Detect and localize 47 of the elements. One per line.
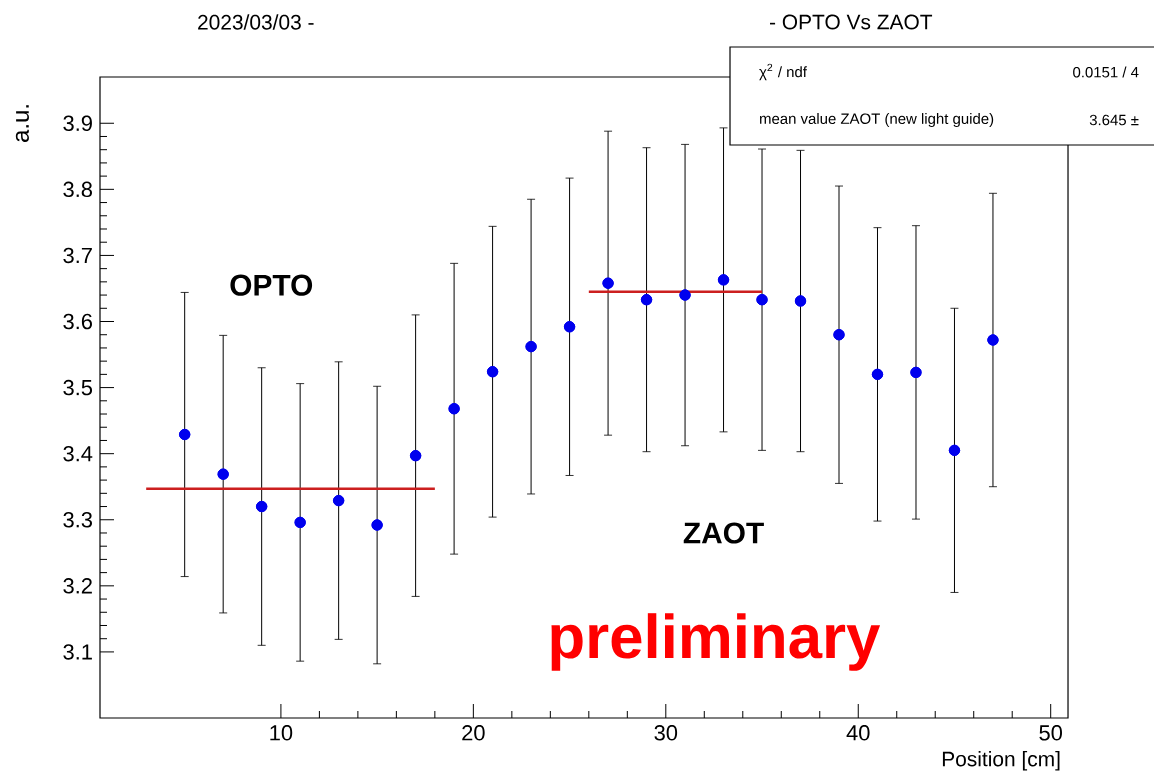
y-tick-label: 3.9 <box>63 115 92 132</box>
x-tick-label: 20 <box>462 725 485 741</box>
annotation: ZAOT <box>683 522 764 544</box>
point <box>217 468 229 480</box>
point <box>333 494 345 507</box>
y-axis-title: a.u. <box>15 105 29 142</box>
text: 3.645 ± <box>1089 114 1139 126</box>
y-tick-label: 3.4 <box>63 445 93 462</box>
point <box>756 294 768 306</box>
x-tick-label: 50 <box>1039 725 1062 741</box>
point <box>256 500 268 513</box>
point <box>910 366 922 378</box>
point <box>717 274 730 286</box>
point <box>794 295 807 307</box>
point <box>525 341 537 353</box>
chart-subtitle: - OPTO Vs ZAOT <box>769 14 933 30</box>
point <box>602 277 614 289</box>
point <box>294 516 306 528</box>
y-tick-label: 3.2 <box>63 578 92 594</box>
annotation: mean value ZAOT (new light guide) <box>760 113 994 127</box>
annotation: OPTO <box>230 274 313 296</box>
point <box>833 329 845 341</box>
point <box>563 321 576 333</box>
chart-title: 2023/03/03 - <box>198 14 314 30</box>
x-tick-label: 30 <box>654 725 678 741</box>
annotation: preliminary <box>551 613 881 671</box>
point <box>179 428 191 441</box>
x-axis-title: Position [cm] <box>942 751 1060 771</box>
y-tick-label: 3.8 <box>63 181 92 198</box>
point <box>948 444 961 456</box>
x-tick-label: 40 <box>846 725 870 741</box>
point <box>640 294 653 306</box>
point <box>871 368 884 380</box>
annotation: χ$^{2}$ / ndf <box>759 63 807 81</box>
point <box>987 334 999 346</box>
point <box>371 519 383 531</box>
point <box>448 403 460 415</box>
x-tick-label: 10 <box>270 725 293 741</box>
point <box>410 450 422 462</box>
point <box>679 289 691 301</box>
y-tick-label: 3.6 <box>63 313 92 330</box>
y-tick-label: 3.1 <box>63 644 92 660</box>
y-tick-label: 3.7 <box>63 247 92 264</box>
point <box>487 366 499 378</box>
text: 0.0151 / 4 <box>1073 66 1139 78</box>
y-tick-label: 3.3 <box>63 512 92 528</box>
y-tick-label: 3.5 <box>63 379 93 396</box>
